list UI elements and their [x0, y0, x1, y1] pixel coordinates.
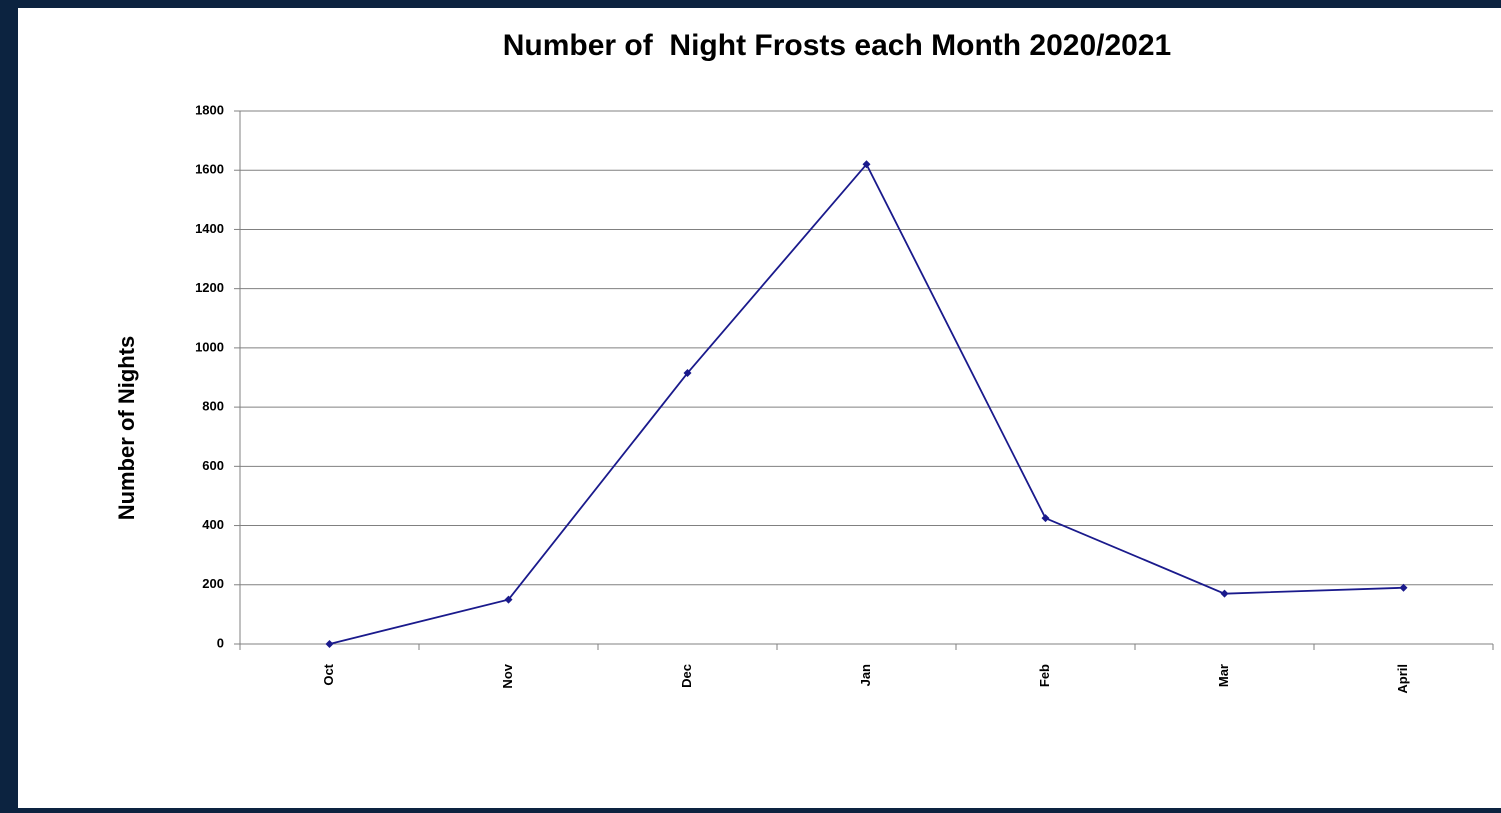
marker	[1220, 589, 1229, 598]
marker	[325, 640, 334, 648]
y-tick-label: 0	[217, 635, 224, 650]
y-tick-label: 400	[202, 517, 224, 532]
marker	[1399, 583, 1408, 592]
marker	[862, 160, 871, 169]
y-tick-label: 1000	[195, 339, 224, 354]
marker	[504, 595, 513, 604]
marker	[683, 369, 692, 378]
x-tick-label: Jan	[858, 664, 873, 686]
y-tick-label: 1400	[195, 221, 224, 236]
chart-title: Number of Night Frosts each Month 2020/2…	[503, 29, 1171, 62]
y-tick-label: 1800	[195, 102, 224, 117]
x-tick-label: Nov	[500, 663, 515, 688]
chart-background	[18, 8, 1501, 808]
x-tick-label: Mar	[1216, 664, 1231, 687]
y-tick-label: 200	[202, 576, 224, 591]
y-tick-label: 800	[202, 399, 224, 414]
marker	[1041, 514, 1050, 523]
y-tick-label: 600	[202, 458, 224, 473]
x-tick-label: Feb	[1037, 664, 1052, 687]
x-tick-label: Oct	[321, 663, 336, 685]
y-tick-label: 1200	[195, 280, 224, 295]
x-tick-label: Dec	[679, 664, 694, 688]
y-axis-label: Number of Nights	[114, 336, 139, 521]
x-tick-label: April	[1395, 664, 1410, 694]
y-tick-label: 1600	[195, 162, 224, 177]
